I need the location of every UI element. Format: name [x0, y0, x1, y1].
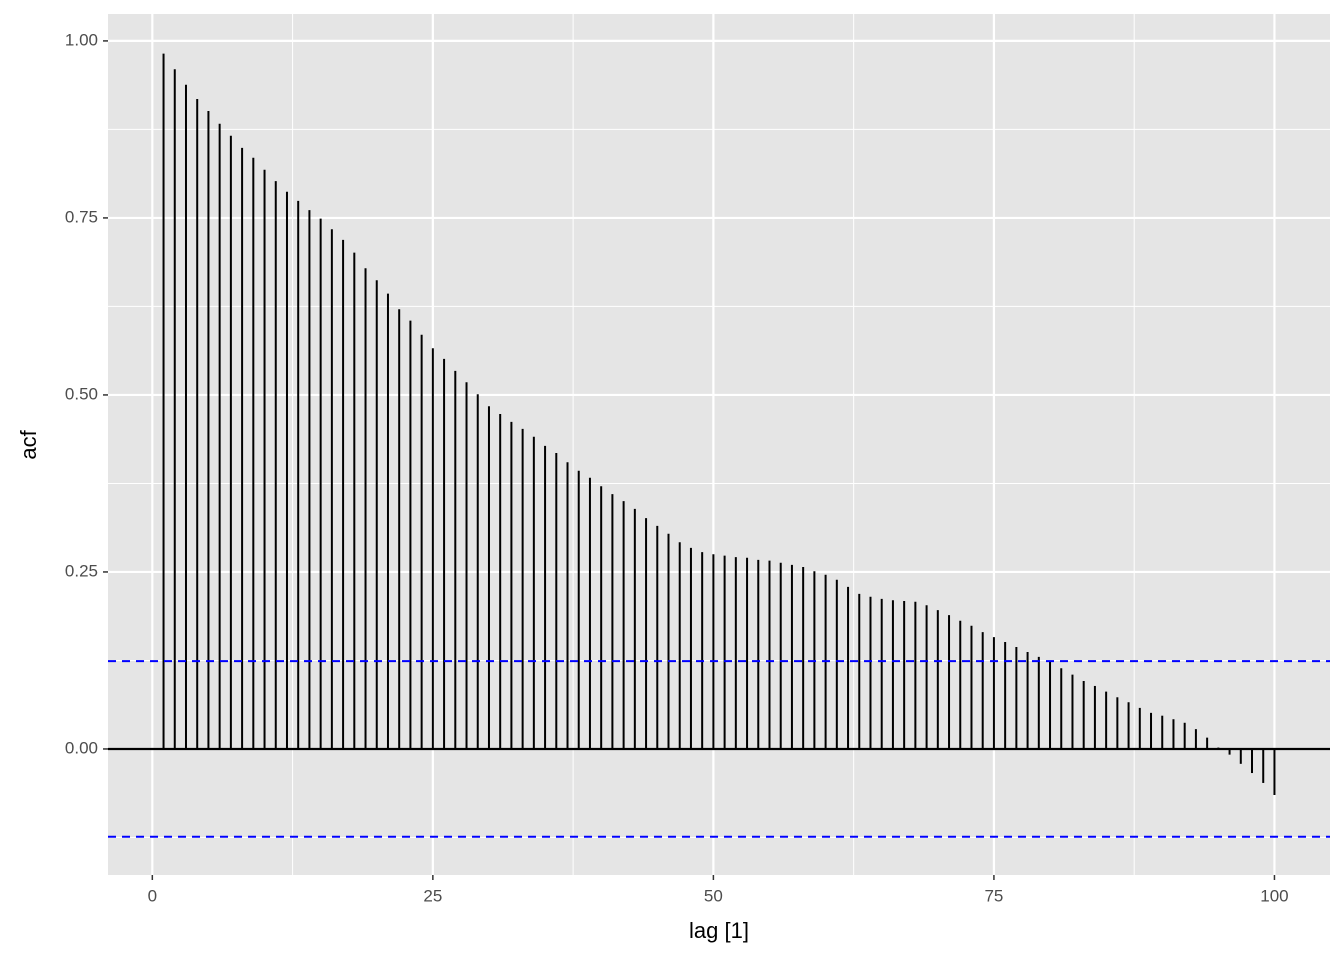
panel — [108, 14, 1330, 875]
y-tick-label: 1.00 — [65, 30, 98, 49]
y-tick-label: 0.75 — [65, 207, 98, 226]
x-tick-label: 75 — [984, 886, 1003, 905]
x-axis-title: lag [1] — [689, 918, 749, 943]
y-tick-label: 0.00 — [65, 738, 98, 757]
y-tick-label: 0.25 — [65, 561, 98, 580]
y-axis-title: acf — [16, 429, 41, 459]
x-tick-label: 100 — [1260, 886, 1288, 905]
y-tick-label: 0.50 — [65, 384, 98, 403]
x-tick-label: 0 — [148, 886, 157, 905]
x-tick-label: 25 — [423, 886, 442, 905]
x-tick-label: 50 — [704, 886, 723, 905]
